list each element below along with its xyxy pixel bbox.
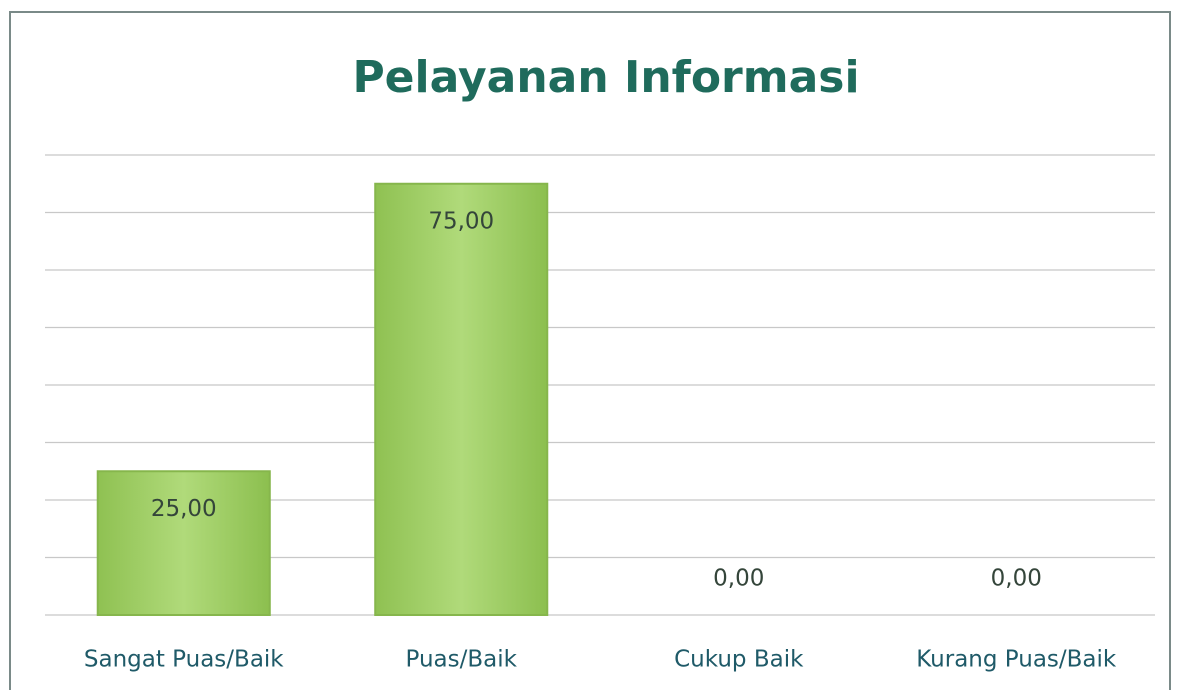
data-label: 75,00 [428,208,494,234]
data-label: 0,00 [713,566,764,592]
chart-title: Pelayanan Informasi [352,52,859,103]
bar [374,182,549,616]
data-label: 0,00 [991,566,1042,592]
x-tick-label: Cukup Baik [674,647,804,673]
x-tick-label: Kurang Puas/Baik [916,647,1117,673]
x-tick-label: Puas/Baik [406,647,518,673]
bar [96,470,271,616]
data-label: 25,00 [151,496,217,522]
x-tick-label: Sangat Puas/Baik [84,647,284,673]
